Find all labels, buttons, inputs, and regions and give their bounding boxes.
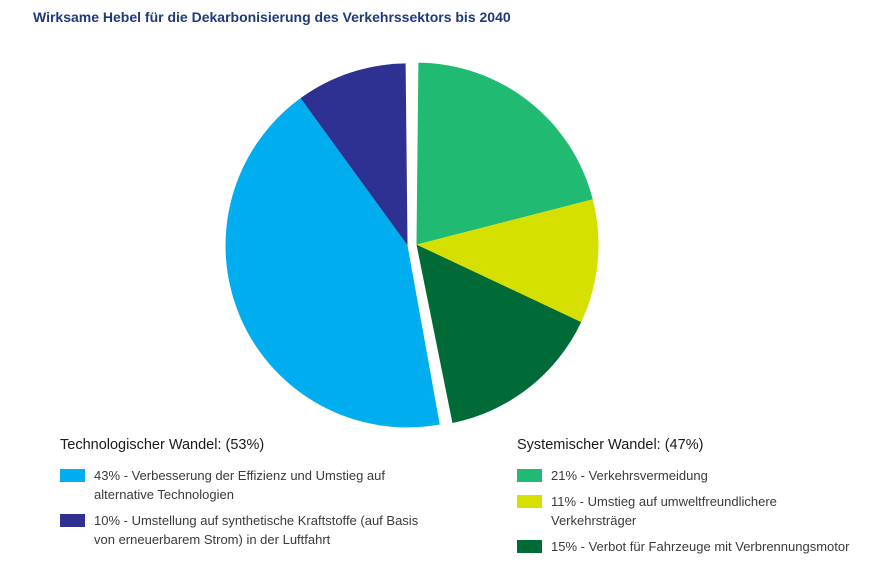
legend-label: 11% - Umstieg auf umweltfreundlichere Ve… [551, 494, 777, 528]
legend-item: 21% - Verkehrsvermeidung [517, 466, 857, 485]
legend-heading-technological: Technologischer Wandel: (53%) [60, 437, 265, 453]
legend-label: 43% - Verbesserung der Effizienz und Ums… [94, 468, 385, 502]
legend-item: 15% - Verbot für Fahrzeuge mit Verbrennu… [517, 537, 857, 556]
pie-slice-0-2 [416, 244, 582, 423]
legend-label: 21% - Verkehrsvermeidung [551, 468, 708, 483]
legend-label: 15% - Verbot für Fahrzeuge mit Verbrennu… [551, 539, 850, 554]
pie-slice-0-0 [416, 62, 593, 245]
legend-swatch-mode-shift [517, 495, 542, 508]
legend-swatch-synthetic-fuels [60, 514, 85, 527]
legend-group-technological: Technologischer Wandel: (53%) 43% - Verb… [60, 437, 440, 556]
legend-swatch-efficiency [60, 469, 85, 482]
pie-slice-0-1 [416, 199, 599, 323]
chart-title: Wirksame Hebel für die Dekarbonisierung … [33, 9, 511, 25]
legend-heading-systemic: Systemischer Wandel: (47%) [517, 437, 704, 453]
legend-item: 10% - Umstellung auf synthetische Krafts… [60, 511, 440, 549]
legend-label: 10% - Umstellung auf synthetische Krafts… [94, 513, 419, 547]
pie-slice-1-0 [225, 98, 440, 428]
pie-slice-1-1 [300, 63, 408, 246]
legend-swatch-traffic-avoidance [517, 469, 542, 482]
pie-chart [225, 62, 599, 428]
legend-item: 43% - Verbesserung der Effizienz und Ums… [60, 466, 440, 504]
legend-group-systemic: Systemischer Wandel: (47%) 21% - Verkehr… [517, 437, 857, 563]
legend-item: 11% - Umstieg auf umweltfreundlichere Ve… [517, 492, 857, 530]
legend-swatch-combustion-ban [517, 540, 542, 553]
